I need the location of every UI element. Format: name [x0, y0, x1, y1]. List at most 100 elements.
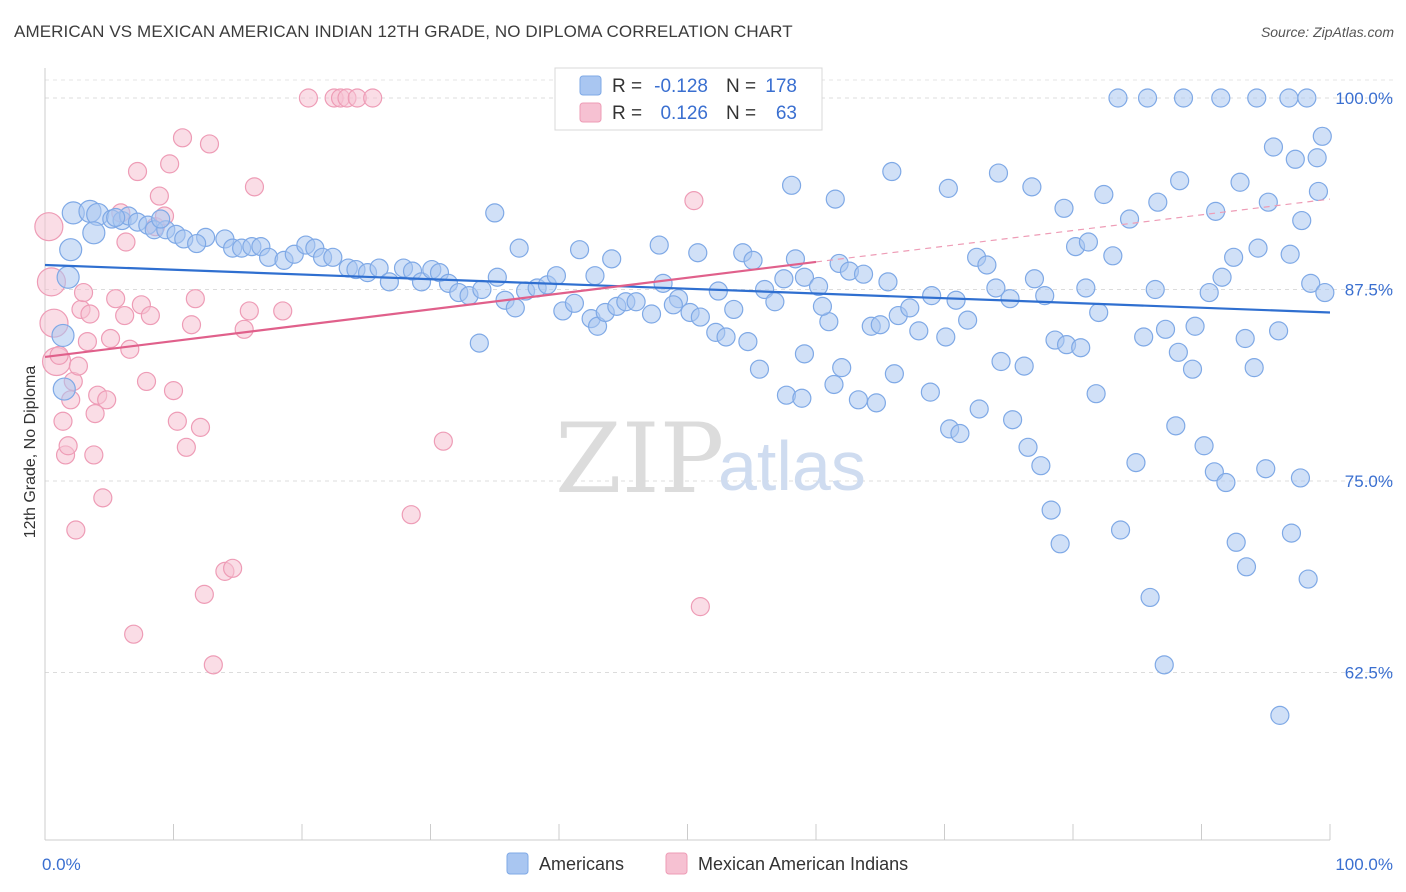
blue-point-77: [909, 321, 929, 341]
pink-point-23: [120, 339, 140, 359]
blue-point-24: [323, 247, 343, 267]
blue-point-135: [950, 423, 970, 444]
blue-point-63: [765, 292, 785, 312]
trend-line-mexican-american-indians-extension: [815, 198, 1331, 263]
pink-point-24: [124, 624, 144, 644]
pink-point-55: [401, 505, 421, 525]
blue-point-160: [1290, 468, 1311, 488]
blue-point-141: [1041, 500, 1061, 520]
blue-point-92: [1076, 278, 1096, 298]
blue-point-181: [1054, 198, 1074, 218]
blue-point-173: [649, 235, 669, 255]
pink-point-25: [127, 161, 148, 182]
blue-point-175: [781, 175, 802, 195]
blue-point-121: [546, 266, 567, 286]
blue-point-140: [1031, 456, 1051, 476]
blue-point-172: [602, 249, 622, 269]
blue-point-110: [1301, 273, 1321, 293]
blue-point-138: [1003, 410, 1023, 430]
pink-point-22: [115, 305, 135, 326]
blue-point-105: [1248, 238, 1268, 258]
pink-point-62: [85, 403, 105, 424]
blue-point-171: [509, 238, 529, 258]
pink-point-59: [690, 597, 710, 617]
blue-point-61: [743, 250, 763, 270]
blue-point-66: [794, 267, 815, 287]
blue-point-32: [411, 272, 432, 292]
blue-point-54: [653, 273, 673, 293]
legend-n-value: 63: [776, 103, 797, 124]
blue-point-128: [812, 296, 833, 316]
blue-point-111: [1308, 181, 1329, 202]
blue-point-145: [1110, 520, 1131, 540]
blue-point-179: [988, 163, 1009, 183]
blue-point-164: [1108, 88, 1128, 108]
blue-point-146: [1126, 453, 1146, 473]
blue-point-84: [986, 278, 1006, 298]
pink-point-33: [163, 381, 184, 401]
blue-point-102: [1212, 267, 1232, 287]
blue-point-176: [825, 189, 845, 209]
blue-point-187: [1230, 172, 1250, 192]
blue-point-46: [564, 293, 585, 313]
blue-point-154: [1226, 532, 1246, 552]
blue-point-78: [922, 286, 942, 306]
blue-point-127: [794, 344, 815, 364]
blue-point-86: [1014, 356, 1034, 376]
blue-point-117: [187, 233, 207, 254]
watermark-zip: ZIP: [555, 403, 724, 515]
axes: [44, 68, 1331, 841]
legend-swatch-pink: [579, 102, 602, 123]
blue-point-73: [870, 315, 890, 335]
blue-point-153: [1216, 472, 1236, 493]
blue-point-52: [626, 292, 646, 312]
blue-point-158: [1270, 705, 1290, 725]
bottom-legend-mexican-american-indians: Mexican American Indians: [698, 854, 908, 874]
blue-point-41: [505, 298, 525, 318]
bottom-legend: Americans Mexican American Indians: [506, 852, 908, 875]
blue-point-101: [1199, 282, 1219, 303]
blue-point-150: [1182, 359, 1203, 379]
blue-point-130: [848, 390, 869, 410]
blue-point-194: [51, 323, 75, 348]
blue-point-67: [808, 276, 829, 297]
blue-point-185: [1170, 171, 1190, 191]
blue-point-83: [977, 255, 997, 275]
blue-point-162: [1307, 148, 1327, 168]
pink-point-12: [73, 282, 94, 303]
blue-point-169: [1279, 88, 1299, 108]
pink-point-14: [80, 304, 100, 324]
blue-point-192: [663, 295, 683, 315]
trend-line-mexican-american-indians: [44, 260, 817, 358]
blue-point-177: [882, 161, 902, 182]
stats-legend: R = -0.128 N = 178 R = 0.126 N = 63: [554, 67, 823, 131]
blue-point-99: [1168, 342, 1188, 362]
blue-point-168: [1247, 88, 1267, 108]
blue-point-184: [1148, 192, 1168, 212]
blue-point-163: [1315, 282, 1335, 303]
blue-point-156: [1244, 358, 1264, 378]
watermark: ZIP atlas: [555, 403, 866, 515]
legend-n-label: N =: [726, 103, 756, 124]
blue-point-118: [469, 333, 489, 353]
blue-point-57: [690, 307, 710, 327]
legend-n-value: 178: [765, 76, 797, 97]
blue-point-133: [920, 382, 940, 402]
blue-point-120: [569, 240, 590, 260]
blue-point-165: [1137, 88, 1158, 108]
blue-point-93: [1089, 302, 1109, 323]
blue-point-119: [485, 203, 505, 223]
pink-point-47: [244, 177, 265, 197]
blue-point-136: [969, 399, 989, 419]
blue-point-87: [1024, 269, 1045, 289]
blue-point-62: [754, 279, 775, 300]
blue-point-97: [1145, 279, 1165, 300]
pink-point-44: [223, 558, 243, 578]
blue-point-18: [258, 247, 279, 267]
blue-point-74: [878, 272, 898, 292]
blue-point-104: [1235, 328, 1255, 349]
blue-point-148: [1154, 655, 1174, 675]
blue-point-191: [585, 266, 605, 286]
pink-point-20: [106, 289, 126, 309]
blue-point-108: [1280, 244, 1300, 264]
